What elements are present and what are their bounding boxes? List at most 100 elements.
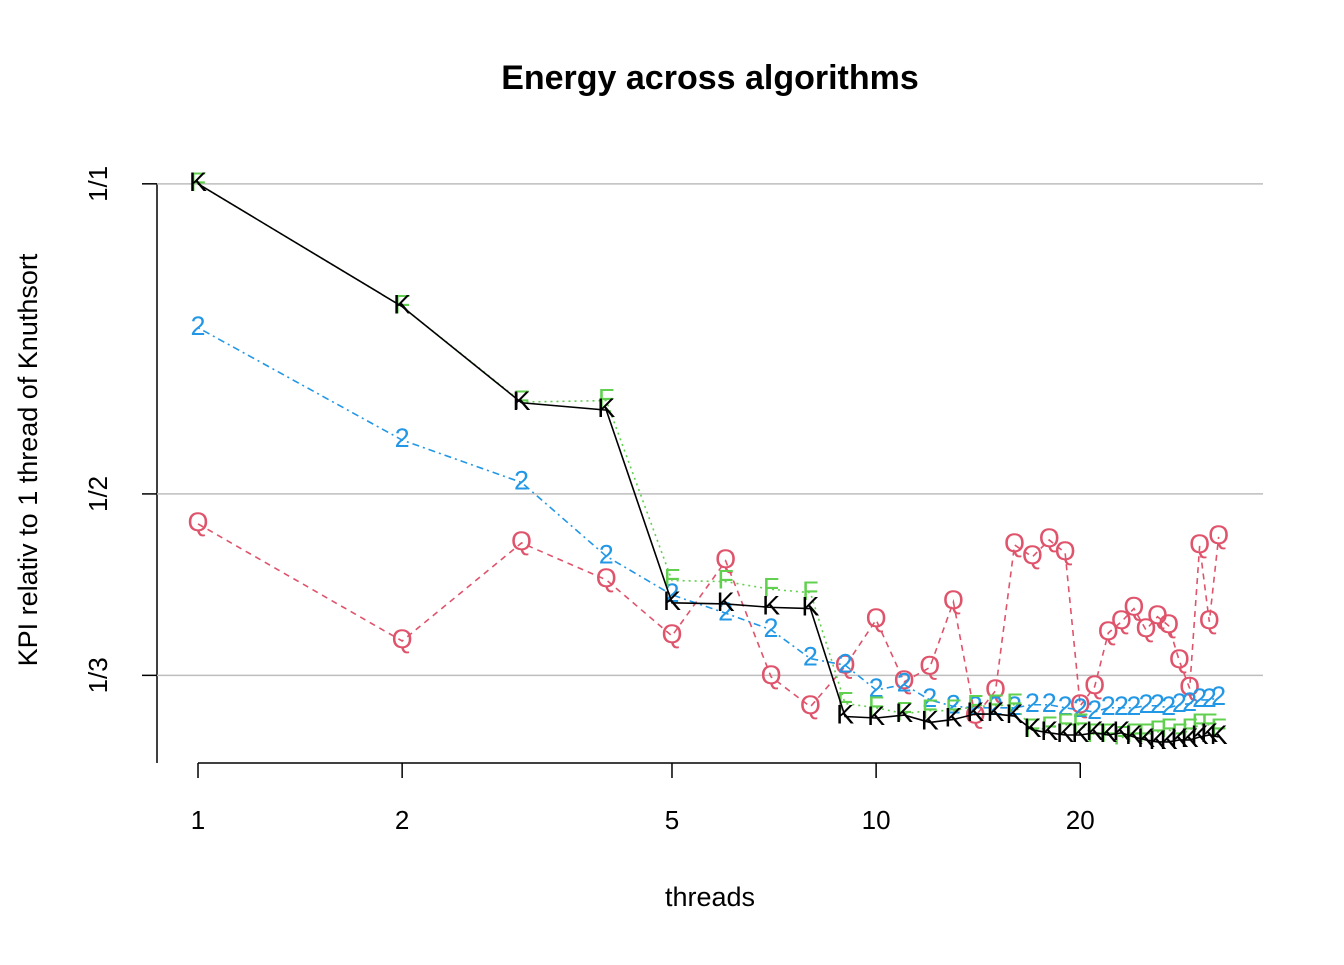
y-tick-label: 1/2: [83, 476, 113, 512]
point-marker: F: [1006, 688, 1023, 718]
point-marker: K: [1191, 720, 1209, 750]
point-marker: K: [1056, 718, 1074, 748]
point-marker: F: [1201, 708, 1218, 738]
point-marker: F: [1126, 718, 1143, 748]
point-marker: 2: [1202, 683, 1217, 713]
point-marker: F: [598, 384, 615, 414]
point-marker: 2: [1042, 688, 1057, 718]
x-tick-label: 5: [665, 805, 679, 835]
series-line: [197, 326, 1219, 713]
point-marker: Q: [715, 544, 736, 574]
point-marker: 2: [599, 539, 614, 569]
point-marker: Q: [1135, 613, 1156, 643]
point-marker: 2: [1138, 689, 1153, 719]
point-marker: Q: [1169, 644, 1190, 674]
point-marker: K: [1125, 720, 1143, 750]
point-marker: 2: [1172, 688, 1187, 718]
point-marker: K: [836, 700, 854, 730]
point-marker: F: [1113, 721, 1130, 751]
point-marker: K: [1112, 716, 1130, 746]
point-marker: Q: [1158, 609, 1179, 639]
point-marker: 2: [1101, 691, 1116, 721]
point-marker: Q: [392, 624, 413, 654]
point-marker: K: [966, 697, 984, 727]
point-marker: Q: [1055, 536, 1076, 566]
point-marker: Q: [1004, 528, 1025, 558]
point-marker: K: [717, 587, 735, 617]
series-line: [197, 183, 1219, 743]
point-marker: K: [867, 701, 885, 731]
point-marker: F: [945, 694, 962, 724]
point-marker: K: [663, 586, 681, 616]
point-marker: K: [1160, 725, 1178, 755]
point-marker: 2: [1025, 688, 1040, 718]
point-marker: F: [394, 290, 411, 320]
x-tick-label: 2: [395, 805, 409, 835]
point-marker: Q: [1123, 592, 1144, 622]
point-marker: 2: [1150, 689, 1165, 719]
point-marker: 2: [514, 466, 529, 496]
point-marker: K: [762, 590, 780, 620]
point-marker: F: [664, 564, 681, 594]
point-marker: 2: [764, 613, 779, 643]
point-marker: Q: [596, 563, 617, 593]
x-tick-label: 20: [1066, 805, 1095, 835]
point-marker: 2: [897, 668, 912, 698]
point-marker: Q: [1098, 616, 1119, 646]
series-line: [197, 523, 1220, 719]
point-marker: K: [393, 290, 411, 320]
point-marker: K: [1170, 723, 1188, 753]
point-marker: K: [1210, 720, 1228, 750]
point-marker: K: [944, 703, 962, 733]
point-marker: Q: [1179, 672, 1200, 702]
point-marker: K: [1071, 718, 1089, 748]
point-marker: K: [987, 697, 1005, 727]
x-tick-label: 1: [191, 805, 205, 835]
point-marker: K: [1137, 723, 1155, 753]
point-marker: K: [513, 386, 531, 416]
point-marker: 2: [946, 689, 961, 719]
point-marker: K: [1200, 718, 1218, 748]
point-marker: K: [1023, 713, 1041, 743]
point-marker: 2: [664, 578, 679, 608]
point-marker: K: [1149, 725, 1167, 755]
point-marker: Q: [1022, 540, 1043, 570]
point-marker: F: [922, 694, 939, 724]
point-marker: Q: [1199, 605, 1220, 635]
point-marker: K: [1086, 716, 1104, 746]
point-marker: K: [1040, 716, 1058, 746]
point-marker: Q: [985, 674, 1006, 704]
point-marker: Q: [761, 660, 782, 690]
point-marker: F: [1191, 708, 1208, 738]
chart-title: Energy across algorithms: [501, 59, 919, 97]
point-marker: K: [189, 167, 207, 197]
point-marker: Q: [1039, 523, 1060, 553]
point-marker: 2: [190, 311, 205, 341]
point-marker: 2: [922, 683, 937, 713]
point-marker: F: [1057, 708, 1074, 738]
point-marker: F: [717, 565, 734, 595]
point-marker: F: [987, 689, 1004, 719]
point-marker: 2: [1073, 693, 1088, 723]
point-marker: K: [1181, 723, 1199, 753]
point-marker: Q: [866, 603, 887, 633]
point-marker: Q: [511, 526, 532, 556]
point-marker: F: [513, 385, 530, 415]
point-marker: F: [967, 689, 984, 719]
point-marker: F: [1072, 708, 1089, 738]
point-marker: 2: [1182, 687, 1197, 717]
point-marker: F: [190, 167, 207, 197]
point-marker: F: [802, 576, 819, 606]
point-marker: F: [1024, 713, 1041, 743]
series-line: [197, 183, 1220, 739]
point-marker: Q: [1189, 529, 1210, 559]
point-marker: Q: [661, 619, 682, 649]
point-marker: 2: [1058, 691, 1073, 721]
point-marker: 2: [1211, 681, 1226, 711]
point-marker: F: [763, 572, 780, 602]
y-axis-label: KPI relativ to 1 thread of Knuthsort: [13, 253, 43, 666]
point-marker: 2: [1161, 691, 1176, 721]
point-marker: F: [1149, 715, 1166, 745]
